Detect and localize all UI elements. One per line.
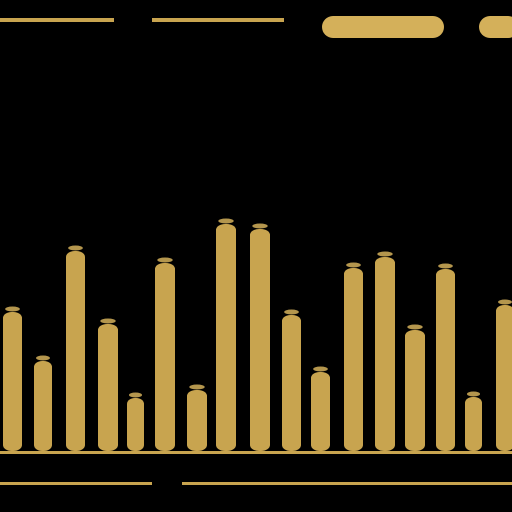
bar-5 — [127, 398, 144, 451]
bar-cap-12 — [346, 262, 361, 268]
bar-cap-4 — [100, 318, 116, 324]
bar-4 — [98, 324, 118, 451]
bar-cap-3 — [68, 245, 83, 251]
bar-cap-16 — [466, 391, 481, 397]
bar-8 — [216, 224, 236, 451]
bar-cap-7 — [189, 384, 205, 390]
bar-1 — [3, 312, 22, 451]
bar-cap-14 — [407, 324, 423, 330]
bar-12 — [344, 268, 363, 451]
bottom-bar-left — [0, 482, 152, 485]
bar-6 — [155, 263, 175, 451]
bar-cap-1 — [5, 306, 20, 312]
bar-14 — [405, 330, 425, 451]
top-pill-button-right[interactable] — [479, 16, 512, 38]
bar-cap-13 — [377, 251, 393, 257]
top-pill-button[interactable] — [322, 16, 444, 38]
bar-cap-2 — [36, 355, 50, 361]
bar-group — [3, 218, 512, 451]
bar-10 — [282, 315, 301, 451]
bar-17 — [496, 305, 512, 451]
top-line-left — [0, 18, 114, 22]
baseline — [0, 451, 512, 454]
bar-cap-8 — [218, 218, 234, 224]
bar-9 — [250, 229, 270, 451]
bar-3 — [66, 251, 85, 451]
bar-15 — [436, 269, 455, 451]
bar-13 — [375, 257, 395, 451]
top-line-middle — [152, 18, 284, 22]
bar-cap-6 — [157, 257, 173, 263]
bar-16 — [465, 397, 482, 451]
bar-7 — [187, 390, 207, 451]
bar-cap-5 — [128, 392, 143, 398]
bar-11 — [311, 372, 330, 451]
bar-cap-15 — [438, 263, 453, 269]
bottom-bar-right — [182, 482, 512, 485]
bar-cap-17 — [498, 299, 512, 305]
bar-2 — [34, 361, 52, 451]
bar-cap-11 — [313, 366, 328, 372]
bar-cap-10 — [284, 309, 299, 315]
bar-cap-9 — [252, 223, 268, 229]
